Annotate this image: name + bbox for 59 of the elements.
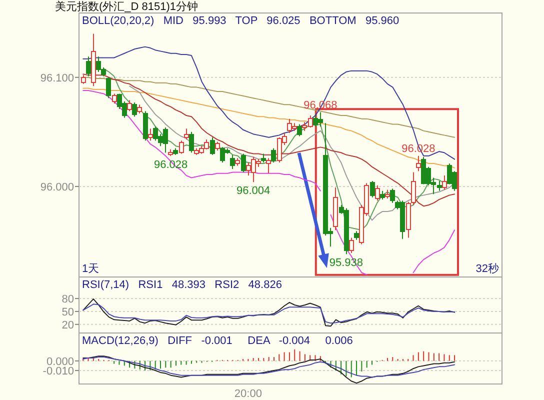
candlestick bbox=[235, 158, 240, 166]
chart-subtitle: RSI(7,14) RSI1 48.393 RSI2 48.826 bbox=[82, 279, 282, 291]
candlestick bbox=[297, 124, 302, 137]
y-tick-label: -0.010 bbox=[42, 366, 74, 378]
candlestick bbox=[112, 93, 117, 104]
y-tick-label: 50 bbox=[62, 306, 74, 318]
candlestick bbox=[91, 33, 96, 87]
candlestick bbox=[230, 154, 235, 170]
candlestick bbox=[375, 184, 380, 202]
candlestick bbox=[189, 131, 194, 154]
candlestick bbox=[241, 153, 246, 173]
candlestick bbox=[266, 158, 271, 174]
chart-subtitle: BOLL(20,20,2) MID 95.993 TOP 96.025 BOTTOM 95.960 bbox=[82, 15, 400, 27]
candlestick bbox=[86, 56, 91, 77]
candlestick bbox=[390, 188, 395, 204]
line-series bbox=[82, 298, 456, 327]
candlestick bbox=[333, 187, 338, 231]
candlestick bbox=[81, 74, 86, 84]
line-series bbox=[82, 356, 456, 384]
candlestick bbox=[184, 128, 189, 140]
annotation: 1天 bbox=[82, 263, 100, 275]
chart-title: 美元指数(外汇_D 8151)1分钟 bbox=[55, 0, 198, 13]
line-series bbox=[82, 356, 456, 378]
candlestick bbox=[148, 128, 153, 142]
candlestick bbox=[406, 201, 411, 238]
annotation: 96.004 bbox=[236, 185, 270, 198]
candlestick bbox=[370, 180, 375, 198]
candlestick bbox=[137, 104, 142, 114]
candlestick bbox=[411, 172, 416, 206]
candlestick bbox=[210, 136, 215, 156]
y-tick-label: 20 bbox=[62, 319, 74, 332]
text: 32秒 bbox=[476, 263, 499, 275]
line-series bbox=[82, 304, 456, 324]
candlestick bbox=[416, 155, 421, 172]
candlestick bbox=[173, 148, 178, 156]
candlestick bbox=[168, 148, 173, 156]
y-tick-label: 80 bbox=[62, 294, 74, 306]
candlestick bbox=[385, 189, 390, 199]
candlestick bbox=[127, 100, 132, 112]
y-tick-label: 96.000 bbox=[40, 181, 74, 194]
candlestick bbox=[179, 140, 184, 154]
line-series bbox=[82, 74, 456, 207]
candlestick bbox=[437, 180, 442, 192]
y-tick-label: 0.000 bbox=[46, 356, 74, 368]
candlestick bbox=[261, 153, 266, 163]
x-tick-label: 20:00 bbox=[234, 388, 262, 400]
line-series bbox=[82, 88, 456, 168]
chart-subtitle: MACD(12,26,9) DIFF -0.001 DEA -0.004 0.006 bbox=[82, 335, 353, 347]
candlestick bbox=[380, 190, 385, 200]
line-series bbox=[82, 46, 456, 160]
candlestick bbox=[349, 237, 354, 254]
candlestick bbox=[271, 148, 276, 163]
candlestick bbox=[106, 76, 111, 99]
candlestick bbox=[442, 175, 447, 190]
candlestick bbox=[215, 141, 220, 151]
candlestick bbox=[354, 230, 359, 240]
y-tick-label: 96.100 bbox=[40, 72, 74, 84]
candlestick bbox=[132, 102, 137, 118]
candlestick bbox=[143, 110, 148, 142]
